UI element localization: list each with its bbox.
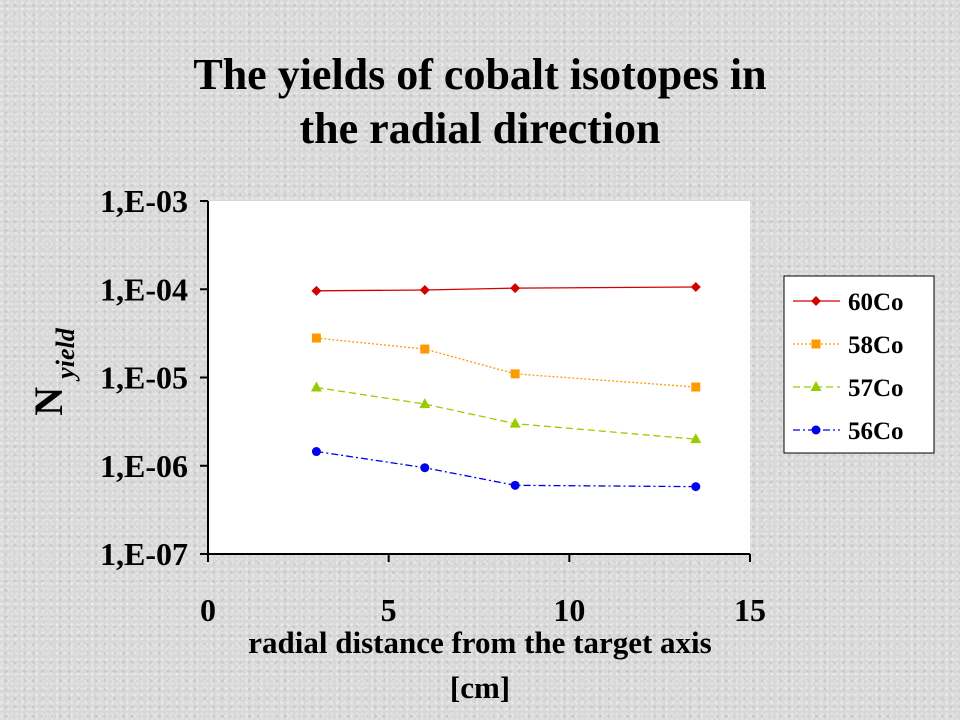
slide-title-line-2: the radial direction [299, 104, 661, 153]
legend-marker-56co [811, 425, 821, 435]
slide-title: The yields of cobalt isotopes in the rad… [0, 48, 960, 156]
y-tick-label: 1,E-04 [100, 271, 188, 307]
plot-area [208, 201, 750, 554]
series-58co-line [316, 337, 696, 388]
series-56co-point [691, 482, 701, 492]
series-layer [310, 282, 702, 492]
legend-label-56co: 56Co [848, 418, 904, 445]
series-58co-point [420, 344, 430, 354]
y-tick-label: 1,E-03 [100, 183, 188, 219]
x-tick-label: 15 [734, 592, 766, 628]
y-axis-title-sub: yield [51, 327, 80, 382]
x-axis-ticks: 0 5 10 15 [200, 554, 766, 628]
series-58co-point [311, 333, 321, 343]
series-58co-point [691, 382, 701, 392]
slide-title-line-1: The yields of cobalt isotopes in [193, 50, 767, 99]
y-axis-ticks: 1,E-03 1,E-04 1,E-05 1,E-06 1,E-07 [100, 183, 208, 572]
legend-label-57co: 57Co [848, 375, 904, 402]
series-60co-point [510, 283, 521, 294]
series-57co-line [316, 386, 696, 440]
series-56co-point [420, 463, 430, 473]
legend-label-58co: 58Co [848, 332, 904, 359]
series-60co-point [311, 285, 322, 296]
x-tick-label: 0 [200, 592, 216, 628]
legend-box [783, 275, 935, 454]
legend-marker-57co [810, 381, 822, 391]
series-56co-line [316, 450, 696, 488]
series-58co [311, 333, 701, 392]
series-57co-point [310, 381, 322, 392]
legend-marker-60co [811, 296, 821, 306]
series-58co-point [510, 369, 520, 379]
series-60co-point [690, 282, 701, 293]
y-axis-title-main: N [26, 387, 71, 416]
series-56co [311, 447, 701, 492]
x-tick-label: 10 [553, 592, 585, 628]
x-axis-title-line-2: [cm] [450, 670, 510, 705]
series-57co-point [419, 398, 431, 409]
legend: 60Co 58Co 57Co 56Co [783, 275, 935, 454]
y-axis-title: N yield [26, 327, 80, 415]
y-tick-label: 1,E-07 [100, 536, 188, 572]
y-tick-label: 1,E-06 [100, 448, 188, 484]
x-tick-label: 5 [381, 592, 397, 628]
series-60co-line [316, 286, 696, 292]
series-57co-point [690, 433, 702, 444]
series-56co-point [311, 447, 321, 457]
series-56co-point [510, 480, 520, 490]
series-57co [310, 381, 702, 444]
series-60co [311, 282, 701, 296]
legend-marker-58co [811, 339, 821, 349]
series-60co-point [419, 285, 430, 296]
series-57co-point [509, 417, 521, 428]
legend-label-60co: 60Co [848, 289, 904, 316]
y-tick-label: 1,E-05 [100, 360, 188, 396]
x-axis-title-line-1: radial distance from the target axis [248, 625, 712, 660]
